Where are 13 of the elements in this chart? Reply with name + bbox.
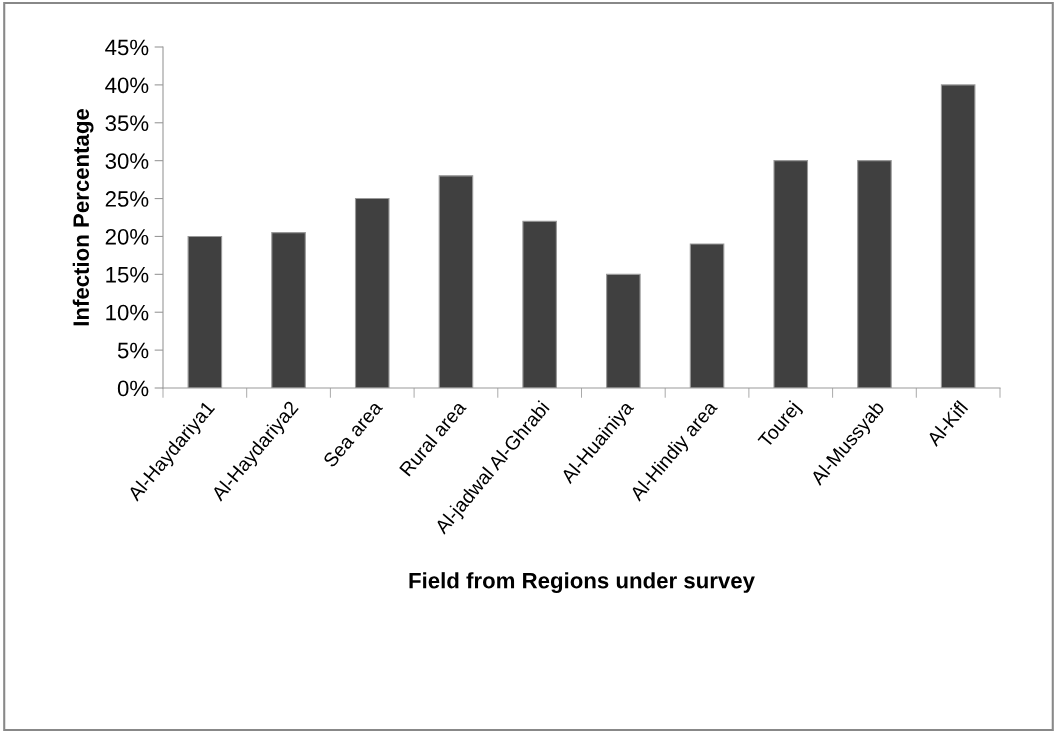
y-tick-label: 35% xyxy=(105,115,149,132)
x-tick-label: Sea area xyxy=(322,399,384,469)
y-tick-label: 25% xyxy=(105,191,149,207)
x-axis-title: Field from Regions under survey xyxy=(409,572,755,593)
y-tick-label: 20% xyxy=(105,228,149,245)
y-tick-label: 0% xyxy=(117,380,149,397)
y-tick-label: 40% xyxy=(105,77,149,94)
y-tick-label: 45% xyxy=(105,39,149,56)
y-tick-label: 15% xyxy=(106,266,149,283)
y-tick-label: 30% xyxy=(105,153,149,169)
y-tick-label: 10% xyxy=(106,304,149,321)
y-tick-label: 5% xyxy=(117,342,149,359)
y-axis-title: Infection Percentage xyxy=(72,108,94,326)
